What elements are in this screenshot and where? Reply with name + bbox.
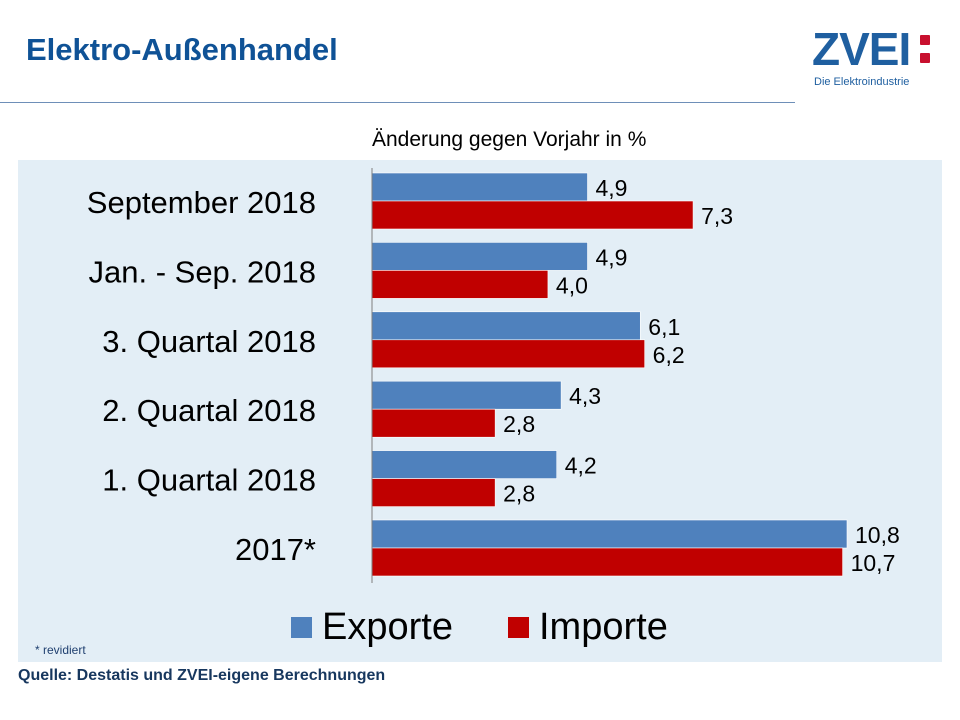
chart-subtitle: Änderung gegen Vorjahr in %	[372, 128, 647, 151]
export-value-label: 4,2	[565, 453, 597, 479]
category-label: September 2018	[87, 185, 316, 220]
export-value-label: 10,8	[855, 522, 900, 548]
import-bar	[371, 270, 549, 299]
legend-exports-label: Exporte	[322, 606, 453, 648]
export-value-label: 4,9	[596, 244, 628, 270]
import-value-label: 2,8	[503, 411, 535, 437]
legend-exports-swatch	[291, 617, 312, 638]
category-label: 3. Quartal 2018	[102, 324, 316, 359]
import-bar	[371, 200, 694, 230]
export-bar	[371, 519, 848, 549]
import-bar	[371, 478, 496, 507]
export-value-label: 6,1	[648, 314, 680, 340]
export-value-label: 4,9	[596, 175, 628, 201]
logo-colon-icon	[920, 35, 932, 65]
export-value-label: 4,3	[569, 383, 601, 409]
footnote: * revidiert	[35, 643, 86, 657]
export-bar	[371, 311, 641, 341]
title-divider	[0, 102, 795, 103]
export-bar	[371, 450, 558, 479]
category-label: 2017*	[235, 532, 316, 567]
category-label: 1. Quartal 2018	[102, 463, 316, 498]
page-title: Elektro-Außenhandel	[26, 32, 338, 67]
import-value-label: 6,2	[653, 342, 685, 368]
source-note: Quelle: Destatis und ZVEI-eigene Berechn…	[18, 667, 386, 684]
category-label: 2. Quartal 2018	[102, 393, 316, 428]
export-bar	[371, 172, 588, 202]
import-value-label: 2,8	[503, 481, 535, 507]
import-value-label: 7,3	[701, 203, 733, 229]
legend-imports-swatch	[508, 617, 529, 638]
chart-panel: September 2018 4,9 7,3 Jan. - Sep. 2018 4,9 4…	[18, 160, 942, 662]
logo-tagline: Die Elektroindustrie	[814, 76, 910, 88]
import-bar	[371, 339, 645, 369]
legend-imports-label: Importe	[539, 606, 668, 648]
import-value-label: 10,7	[851, 550, 896, 576]
logo-wordmark: ZVEI	[812, 23, 911, 75]
import-bar	[371, 547, 843, 577]
export-bar	[371, 380, 562, 410]
import-bar	[371, 408, 496, 438]
export-bar	[371, 242, 588, 271]
import-value-label: 4,0	[556, 272, 588, 298]
category-label: Jan. - Sep. 2018	[89, 254, 317, 289]
bar-chart: September 2018 4,9 7,3 Jan. - Sep. 2018 4,9 4…	[35, 168, 900, 657]
zvei-logo: ZVEI Die Elektroindustrie	[812, 26, 944, 92]
